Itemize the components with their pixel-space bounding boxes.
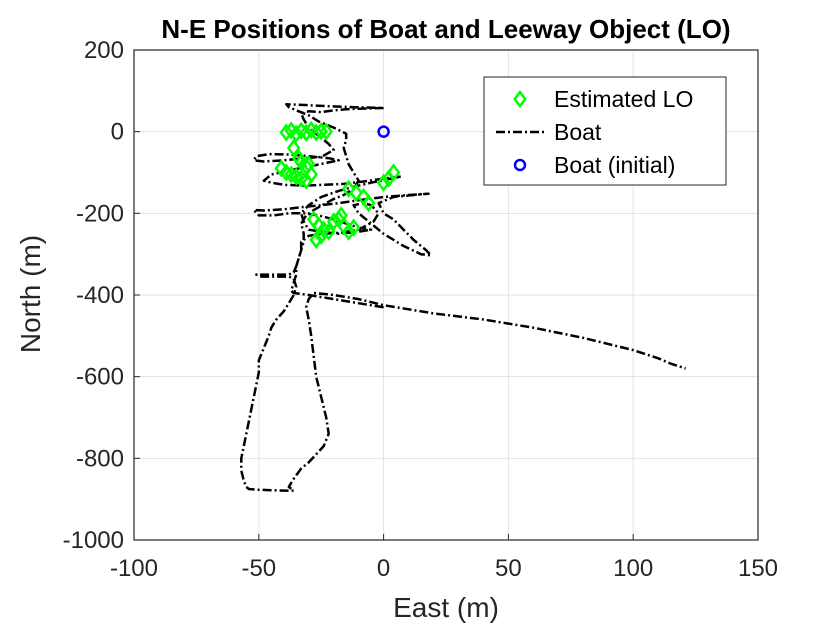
x-tick-label: 50 (495, 555, 522, 582)
x-tick-label: 100 (613, 555, 653, 582)
y-tick-label: -200 (76, 200, 124, 227)
x-axis-label: East (m) (393, 592, 499, 623)
x-tick-label: 0 (377, 555, 390, 582)
estimated-lo-point (346, 218, 361, 237)
tick-labels: -100 -50 0 50 100 150 200 0 -200 -400 -600 -800 -100… (63, 37, 778, 582)
x-tick-label: -100 (110, 555, 158, 582)
estimated-lo-point (304, 165, 319, 184)
estimated-lo-point (326, 212, 341, 231)
estimated-lo-point (349, 183, 363, 203)
estimated-lo-point (314, 226, 329, 245)
legend-label: Estimated LO (554, 86, 693, 112)
y-tick-label: -1000 (63, 527, 124, 554)
estimated-lo-point (341, 179, 356, 198)
estimated-lo-point (309, 123, 324, 142)
y-tick-label: -400 (76, 282, 124, 309)
series-layer (240, 103, 686, 492)
legend-swatch-diamond (513, 89, 527, 109)
estimated-lo-point (334, 206, 348, 225)
estimated-lo-point (286, 138, 301, 158)
x-tick-label: 150 (738, 555, 778, 582)
estimated-lo-point (314, 122, 329, 141)
estimated-lo-point (279, 123, 294, 142)
y-tick-label: 200 (84, 37, 124, 64)
chart-title: N-E Positions of Boat and Leeway Object … (161, 14, 730, 44)
y-tick-label: -800 (76, 445, 124, 472)
boat-initial-point (377, 125, 390, 138)
estimated-lo-point (376, 173, 391, 192)
boat-initial-markers (377, 125, 390, 138)
boat-track-line (240, 103, 686, 492)
y-tick-label: 0 (111, 119, 124, 146)
estimated-lo-point (319, 122, 334, 141)
estimated-lo-point (309, 230, 324, 249)
legend-label: Boat (554, 119, 602, 145)
y-tick-label: -600 (76, 364, 124, 391)
legend-swatch-circle (513, 158, 527, 172)
legend-label: Boat (initial) (554, 152, 675, 178)
estimated-lo-point (299, 123, 314, 142)
estimated-lo-point (321, 222, 336, 241)
estimated-lo-point (289, 124, 304, 143)
legend: Estimated LO Boat Boat (initial) (483, 76, 727, 186)
y-axis-label: North (m) (15, 235, 46, 353)
estimated-lo-point (361, 194, 376, 213)
plot-border (133, 49, 759, 541)
estimated-lo-point (341, 222, 356, 241)
axes (133, 49, 759, 541)
x-tick-label: -50 (241, 555, 276, 582)
estimated-lo-markers (274, 120, 401, 249)
